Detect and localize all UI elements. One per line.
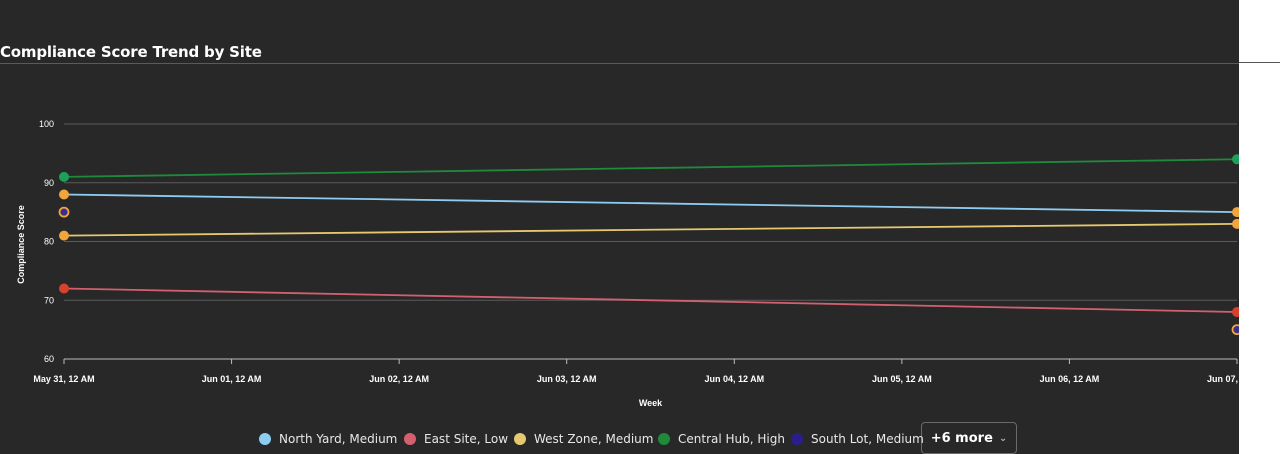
series-line bbox=[63, 287, 1238, 313]
data-point-marker bbox=[1232, 307, 1239, 317]
legend-label: West Zone, Medium bbox=[534, 432, 654, 446]
legend-label: North Yard, Medium bbox=[279, 432, 398, 446]
page-divider bbox=[1239, 62, 1280, 63]
series-line bbox=[63, 193, 1238, 214]
data-point-marker bbox=[1232, 218, 1239, 229]
data-point-marker bbox=[58, 206, 70, 218]
chart-panel: Compliance Score Trend by Site 60 70 80 90 1… bbox=[0, 0, 1239, 454]
legend-more-label: +6 more bbox=[930, 430, 993, 446]
x-tick-label: Jun 05, 12 AM bbox=[872, 374, 932, 384]
x-tick-label: May 31, 12 AM bbox=[33, 374, 94, 384]
data-point-marker bbox=[59, 283, 69, 294]
x-tick-label: Jun 04, 12 AM bbox=[704, 374, 764, 384]
data-point-marker bbox=[1232, 207, 1239, 218]
legend-item[interactable]: South Lot, Medium bbox=[791, 431, 924, 447]
legend-swatch bbox=[658, 433, 670, 445]
legend-item[interactable]: Central Hub, High bbox=[658, 431, 785, 447]
line-chart: 60 70 80 90 100 May 31, 12 AM Jun 01, 12 AM Jun… bbox=[16, 119, 1239, 408]
y-tick-label: 100 bbox=[39, 119, 54, 129]
series-line bbox=[63, 222, 1238, 237]
legend-swatch bbox=[259, 433, 271, 445]
x-tick-label: Jun 06, 12 AM bbox=[1040, 374, 1100, 384]
data-point-marker bbox=[59, 230, 69, 241]
legend-label: South Lot, Medium bbox=[811, 432, 924, 446]
legend-label: East Site, Low bbox=[424, 432, 509, 446]
chevron-down-icon: ⌄ bbox=[998, 432, 1008, 444]
y-tick-label: 70 bbox=[44, 295, 54, 305]
x-tick-label: Jun 07, bbox=[1207, 374, 1238, 384]
data-point-marker bbox=[59, 171, 69, 182]
legend-label: Central Hub, High bbox=[678, 432, 785, 446]
data-point-marker bbox=[1231, 324, 1239, 336]
series-line bbox=[63, 158, 1238, 178]
legend-item[interactable]: West Zone, Medium bbox=[514, 431, 653, 447]
chart-title: Compliance Score Trend by Site bbox=[0, 43, 262, 61]
x-tick-label: Jun 02, 12 AM bbox=[369, 374, 429, 384]
legend-more-button[interactable]: +6 more ⌄ bbox=[921, 422, 1017, 454]
y-tick-label: 90 bbox=[44, 178, 54, 188]
chart-legend: +6 more ⌄ North Yard, Medium East Site, L… bbox=[0, 422, 1239, 454]
x-axis-label: Week bbox=[639, 398, 663, 408]
legend-swatch bbox=[404, 433, 416, 445]
y-tick-label: 80 bbox=[44, 237, 54, 247]
y-tick-label: 60 bbox=[44, 354, 54, 364]
legend-swatch bbox=[514, 433, 526, 445]
x-tick-label: Jun 03, 12 AM bbox=[537, 374, 597, 384]
legend-swatch bbox=[791, 433, 803, 445]
legend-item[interactable]: North Yard, Medium bbox=[259, 431, 397, 447]
y-axis-label: Compliance Score bbox=[16, 205, 26, 284]
data-point-marker bbox=[1232, 154, 1239, 165]
title-divider bbox=[0, 63, 1239, 64]
legend-item[interactable]: East Site, Low bbox=[404, 431, 508, 447]
x-tick-label: Jun 01, 12 AM bbox=[202, 374, 262, 384]
data-point-marker bbox=[59, 189, 69, 200]
